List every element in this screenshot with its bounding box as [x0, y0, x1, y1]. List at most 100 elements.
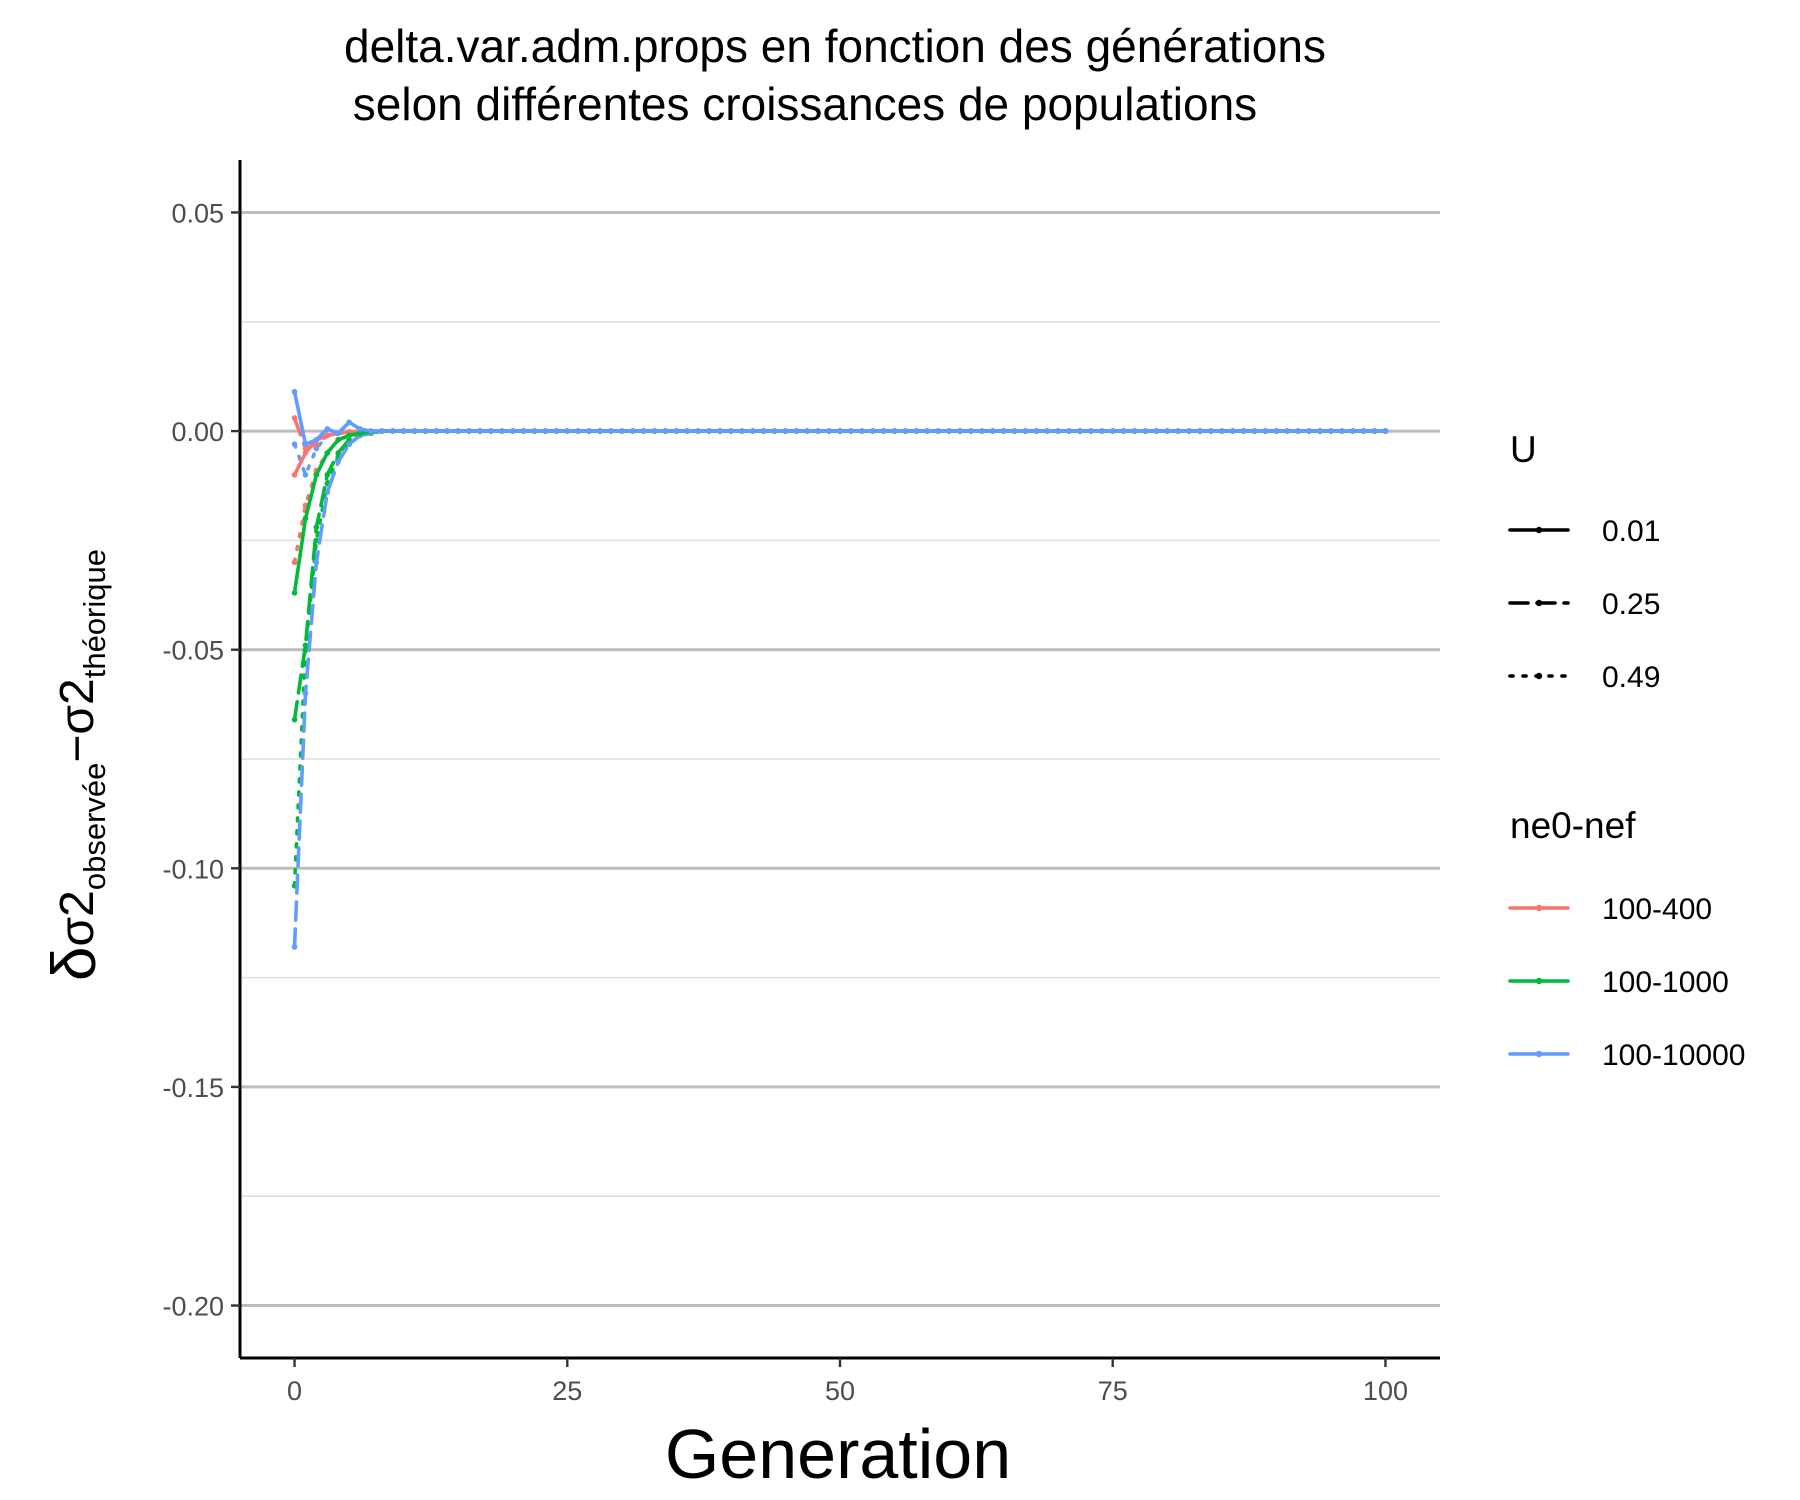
data-point — [989, 428, 996, 434]
gridlines — [240, 210, 1440, 1308]
data-point — [477, 428, 483, 434]
data-point — [1306, 428, 1312, 434]
data-point — [346, 432, 352, 439]
data-point — [1295, 428, 1301, 434]
y-axis-title-sigma-theoretical: σ2 — [51, 678, 104, 734]
data-point — [826, 428, 832, 434]
data-point — [324, 489, 331, 496]
chart-title-line-2: selon différentes croissances de populat… — [353, 78, 1257, 130]
data-point — [324, 432, 331, 439]
y-axis-title-sub-theoretical: théorique — [77, 549, 112, 678]
x-tick-label: 75 — [1098, 1376, 1128, 1406]
chart-title: delta.var.adm.props en fonction des géné… — [344, 20, 1326, 130]
data-point — [291, 388, 298, 395]
x-tick-label: 50 — [825, 1376, 855, 1406]
series-line-100-10000-U0.49 — [292, 429, 1388, 477]
data-point — [1382, 428, 1389, 434]
y-axis-title-sigma-observed: σ2 — [51, 890, 104, 946]
data-point — [291, 441, 298, 447]
data-point — [411, 428, 418, 434]
data-point — [640, 428, 647, 434]
x-tick-label: 0 — [287, 1376, 302, 1406]
data-point — [793, 428, 800, 434]
data-point — [509, 428, 516, 434]
data-point — [444, 428, 451, 434]
y-axis-title-sub-observed: observée — [77, 763, 112, 891]
data-point — [499, 428, 505, 434]
series-line-100-1000-U0.25 — [292, 429, 1388, 722]
data-point — [1273, 428, 1280, 434]
data-point — [771, 428, 778, 434]
data-point — [728, 428, 734, 434]
data-point — [1011, 428, 1018, 434]
data-point — [324, 472, 331, 478]
data-point — [1219, 428, 1225, 434]
data-point — [695, 428, 701, 434]
data-point — [368, 428, 374, 434]
data-point — [1175, 428, 1181, 434]
series-line-100-1000-U0.01 — [292, 429, 1388, 595]
y-axis-title: δσ2observée−σ2théorique — [40, 549, 112, 981]
data-point — [302, 450, 309, 456]
series-line-100-400-U0.49 — [292, 429, 1388, 564]
data-point — [302, 515, 309, 522]
data-point — [1360, 428, 1367, 434]
data-point — [968, 428, 974, 434]
series-line-100-400-U0.01 — [292, 429, 1388, 477]
data-point — [902, 428, 909, 434]
data-point — [291, 716, 298, 723]
legend-label-u-0.01: 0.01 — [1602, 515, 1660, 548]
data-point — [1099, 428, 1105, 434]
data-point — [291, 559, 298, 566]
y-tick-label: -0.15 — [162, 1073, 224, 1103]
y-tick-label: 0.05 — [171, 198, 224, 228]
x-tick-label: 25 — [552, 1376, 582, 1406]
data-point — [706, 428, 712, 434]
legend-key-point — [1535, 1050, 1543, 1058]
data-point — [1240, 428, 1247, 434]
data-point — [1044, 428, 1051, 434]
data-point — [597, 428, 603, 434]
svg-text:δσ2observée−σ2théorique: δσ2observée−σ2théorique — [40, 549, 112, 981]
data-point — [422, 428, 429, 434]
data-point — [1251, 428, 1258, 434]
data-point — [1077, 428, 1083, 434]
data-point — [335, 430, 341, 437]
data-point — [357, 426, 363, 432]
data-point — [553, 428, 560, 434]
data-point — [542, 428, 549, 434]
data-point — [1131, 428, 1138, 434]
data-point — [946, 428, 952, 434]
data-point — [324, 450, 331, 456]
legend-label-u-0.49: 0.49 — [1602, 661, 1660, 694]
data-point — [1284, 428, 1291, 434]
data-point — [302, 472, 309, 478]
data-point — [1328, 428, 1334, 434]
data-point — [1262, 428, 1269, 434]
legend-label-ne-100-10000: 100-10000 — [1602, 1039, 1745, 1072]
y-tick-label: -0.05 — [162, 636, 224, 666]
data-point — [313, 472, 320, 478]
y-tick-label: 0.00 — [171, 417, 224, 447]
data-point — [891, 428, 898, 434]
data-point — [629, 428, 636, 434]
data-point — [804, 428, 811, 434]
data-point — [837, 428, 843, 434]
data-point — [1317, 428, 1323, 434]
data-point — [782, 428, 789, 434]
data-point — [357, 430, 363, 437]
y-tick-label: -0.20 — [162, 1292, 224, 1322]
data-point — [1066, 428, 1072, 434]
data-point — [1033, 428, 1040, 434]
data-point — [335, 458, 341, 465]
data-point — [979, 428, 985, 434]
data-point — [313, 524, 320, 531]
data-point — [291, 590, 298, 596]
legend-label-u-0.25: 0.25 — [1602, 588, 1660, 621]
data-point — [1055, 428, 1061, 434]
data-point — [1153, 428, 1160, 434]
data-point — [1371, 428, 1378, 434]
data-point — [662, 428, 669, 434]
data-point — [455, 428, 461, 434]
